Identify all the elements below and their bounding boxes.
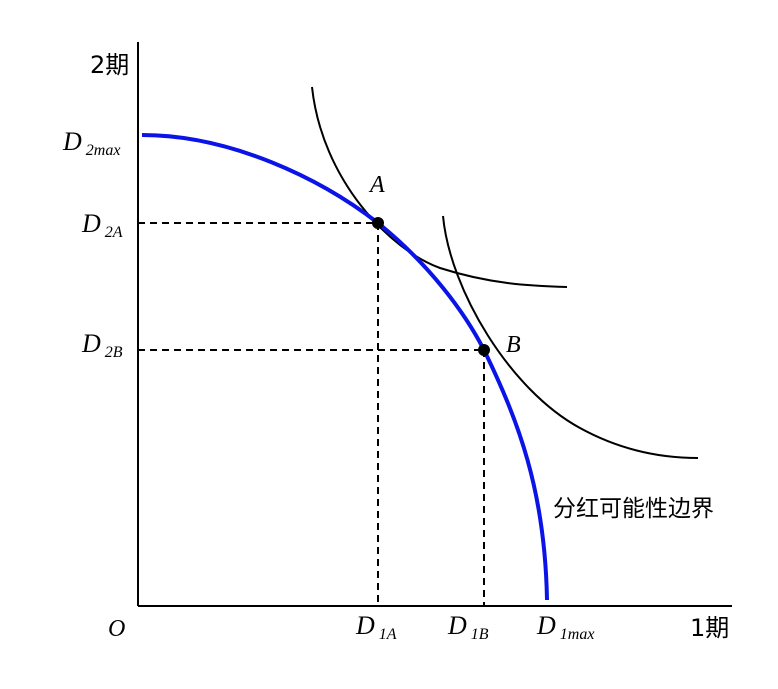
dividend-frontier-curve: [141, 133, 549, 601]
label-d1a: D 1A: [355, 611, 397, 643]
label-d2max: D 2max: [62, 127, 120, 159]
label-d1b: D 1B: [447, 611, 489, 643]
label-d2b: D 2B: [81, 329, 123, 361]
point-a-label: A: [368, 172, 385, 198]
x-axis-label: 1期: [690, 614, 729, 642]
indifference-curve-2: [442, 215, 699, 459]
label-d1max: D 1max: [536, 611, 594, 643]
point-b-marker: [478, 344, 490, 356]
frontier-label: 分红可能性边界: [553, 496, 714, 522]
indifference-curve-1: [311, 86, 568, 288]
y-axis-label: 2期: [90, 51, 129, 79]
label-d2a: D 2A: [81, 209, 123, 241]
point-a-marker: [372, 217, 384, 229]
origin-label: O: [108, 616, 125, 642]
point-b-label: B: [506, 332, 521, 358]
